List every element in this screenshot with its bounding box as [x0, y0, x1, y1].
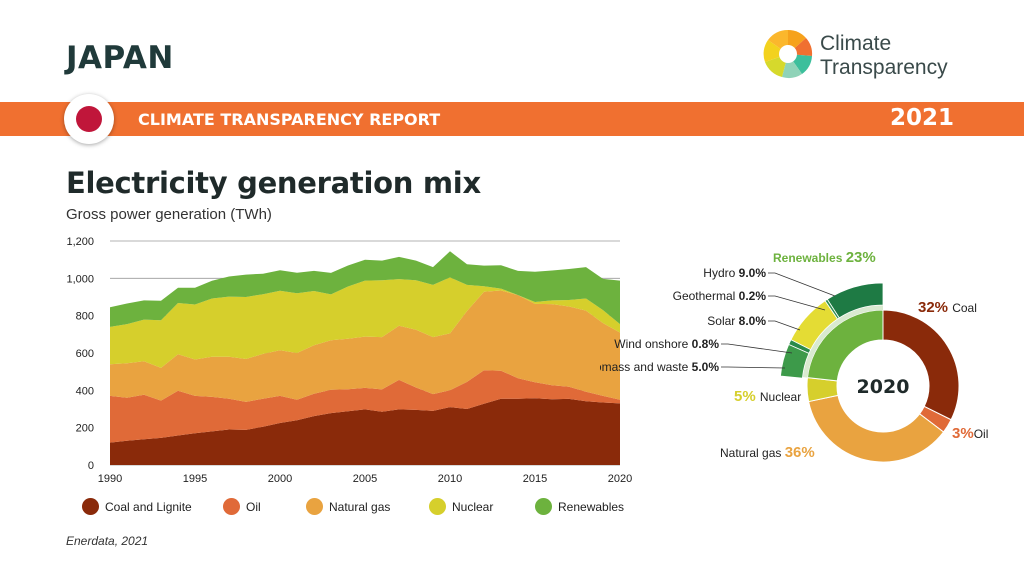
area-series-renewables: [110, 251, 620, 327]
donut-sub-slice-solar: [790, 300, 838, 351]
y-tick-label: 400: [76, 385, 94, 397]
x-tick-label: 2015: [523, 473, 547, 485]
banner-year: 2021: [889, 105, 954, 131]
y-tick-label: 0: [88, 460, 94, 472]
stacked-area-chart: 0 200 400 600 800 1,000 1,200 1990 1995 2000 2005 2…: [66, 236, 632, 485]
logo-text-line2: Transparency: [820, 56, 948, 79]
sub-label-biomass: Biomass and waste 5.0%: [600, 360, 719, 374]
donut-slice-renewables: [806, 309, 884, 382]
y-tick-label: 1,000: [66, 273, 94, 285]
x-tick-label: 2005: [353, 473, 377, 485]
chart-legend: Coal and Lignite Oil Natural gas Nuclear Ren…: [82, 498, 642, 518]
x-tick-label: 2010: [438, 473, 462, 485]
legend-item-oil: Oil: [223, 498, 261, 515]
x-tick-label: 1990: [98, 473, 122, 485]
leader-line: [768, 272, 836, 297]
area-series-gas: [110, 290, 620, 402]
sub-label-solar: Solar 8.0%: [707, 314, 766, 328]
country-title: JAPAN: [66, 40, 174, 76]
legend-label: Renewables: [558, 499, 625, 514]
legend-swatch: [82, 498, 99, 515]
logo-text-line1: Climate: [820, 32, 892, 55]
donut-center-label: 2020: [857, 376, 910, 398]
x-tick-label: 2020: [608, 473, 632, 485]
leader-line: [768, 320, 801, 331]
y-tick-label: 800: [76, 311, 94, 323]
legend-label: Oil: [246, 499, 261, 514]
sub-label-hydro: Hydro 9.0%: [703, 266, 766, 280]
logo-sun-icon: [763, 29, 813, 78]
legend-swatch: [306, 498, 323, 515]
leader-line: [721, 366, 786, 369]
area-series-oil: [110, 370, 620, 443]
sub-label-geothermal: Geothermal 0.2%: [673, 289, 767, 303]
slice-label-oil: 3%Oil: [952, 425, 988, 442]
slice-label-renewables: Renewables 23%: [773, 249, 876, 266]
report-banner: CLIMATE TRANSPARENCY REPORT 2021: [0, 102, 1024, 136]
leader-line: [721, 343, 793, 354]
donut-slice-coal: [882, 309, 960, 421]
donut-slice-gas: [808, 394, 945, 463]
x-tick-label: 2000: [268, 473, 292, 485]
section-title: Electricity generation mix: [66, 166, 481, 200]
climate-transparency-logo: Climate Transparency: [760, 26, 960, 86]
donut-sub-slice-biomass: [780, 343, 810, 379]
legend-swatch: [535, 498, 552, 515]
y-tick-label: 1,200: [66, 236, 94, 248]
legend-item-coal: Coal and Lignite: [82, 498, 192, 515]
y-tick-label: 200: [76, 423, 94, 435]
area-series-nuclear: [110, 277, 620, 368]
japan-flag-icon: [64, 94, 114, 144]
legend-swatch: [223, 498, 240, 515]
donut-sub-slice-hydro: [826, 282, 884, 319]
y-tick-label: 600: [76, 348, 94, 360]
legend-item-gas: Natural gas: [306, 498, 390, 515]
x-tick-label: 1995: [183, 473, 207, 485]
source-note: Enerdata, 2021: [66, 534, 149, 548]
legend-item-nuclear: Nuclear: [429, 498, 493, 515]
slice-label-coal: 32% Coal: [918, 299, 977, 316]
slice-label-nuclear: 5% Nuclear: [734, 388, 801, 405]
legend-label: Coal and Lignite: [105, 499, 192, 514]
slice-label-gas: Natural gas 36%: [720, 444, 815, 461]
donut-chart: 2020 32% Coal 3%Oil Natural gas 36% 5% Nucle…: [600, 249, 988, 463]
legend-label: Natural gas: [329, 499, 391, 514]
area-series-coal: [110, 398, 620, 465]
banner-title: CLIMATE TRANSPARENCY REPORT: [138, 110, 441, 129]
flag-sun-disc: [76, 106, 102, 132]
leader-line: [768, 295, 826, 311]
sub-label-wind: Wind onshore 0.8%: [614, 337, 719, 351]
legend-item-renewables: Renewables: [535, 498, 624, 515]
legend-label: Nuclear: [452, 499, 494, 514]
renewables-separator: [802, 305, 883, 378]
chart-subtitle: Gross power generation (TWh): [66, 206, 272, 223]
legend-swatch: [429, 498, 446, 515]
